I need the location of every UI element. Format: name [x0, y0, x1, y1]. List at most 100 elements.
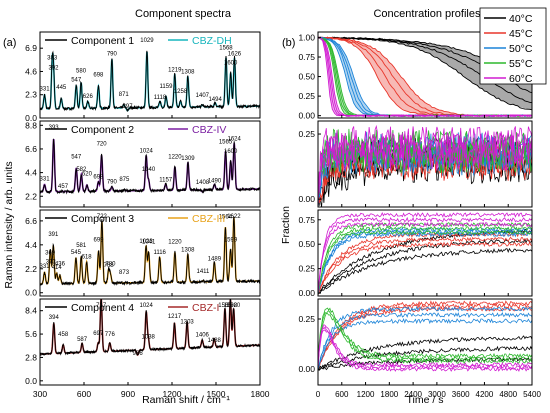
peak-label: 369: [45, 250, 56, 256]
peak-label: 1116: [153, 250, 166, 256]
peak-label: 871: [119, 92, 130, 98]
peak-label: 458: [58, 332, 69, 338]
profiles-axes-frame: [317, 298, 533, 386]
legend-label-component: Component 3: [71, 213, 134, 225]
legend-label-40: 40°C: [509, 13, 533, 25]
spectra-y-tick-label: 4.4: [25, 168, 37, 178]
legend-label-50: 50°C: [509, 43, 533, 55]
spectra-subplot-1: 0.0 2.3 4.6 6.9 331 383 392 445 547 580 626 698 790 8…: [25, 31, 261, 123]
peak-label: 1217: [168, 314, 182, 320]
profiles-y-tick-label: 0.25: [298, 314, 315, 324]
spectra-y-tick-label: 5.6: [25, 329, 37, 339]
spectra-y-tick-label: 0.0: [25, 376, 37, 386]
legend-box: [479, 7, 547, 85]
profile-line-60: [318, 216, 532, 292]
peak-label: 445: [56, 85, 67, 91]
profiles-x-tick-label: 2400: [404, 390, 422, 399]
peak-label: 391: [48, 232, 59, 238]
spectra-y-tick-label: 6.6: [25, 144, 37, 154]
profiles-x-tick-label: 600: [335, 390, 349, 399]
temperature-legend: 40°C 45°C 50°C 55°C 60°C: [479, 7, 547, 85]
peak-label: 581: [76, 243, 87, 249]
peak-label: 1023: [139, 239, 153, 245]
spectra-title: Component spectra: [135, 8, 232, 20]
peak-label: 1159: [160, 84, 174, 90]
peak-label: 780: [105, 261, 116, 267]
spectrum-component-4-line: [40, 299, 260, 357]
peak-label: 1622: [227, 214, 241, 220]
legend-label-reference: CBZ-III: [192, 213, 225, 225]
peak-label: 582: [76, 167, 87, 173]
peak-label: 393: [49, 125, 60, 131]
spectra-y-tick-label: 6.9: [25, 43, 37, 53]
peak-label: 618: [82, 254, 93, 260]
peak-label: 1488: [208, 338, 222, 344]
peak-label: 717: [96, 303, 107, 309]
peak-label: 1024: [140, 148, 154, 154]
profiles-y-tick-label: 0.00: [298, 364, 315, 374]
profiles-y-tick-label: 0.25: [298, 129, 315, 139]
spectra-x-tick-label: 1500: [207, 389, 226, 399]
profiles-x-tick-label: 0: [316, 390, 321, 399]
profile-line-60: [318, 212, 532, 292]
profile-line-45: [318, 241, 532, 292]
profiles-y-tick-label: 0.75: [298, 52, 315, 62]
peak-label: 331: [40, 264, 51, 270]
profile-line-50: [318, 317, 532, 371]
legend-label-reference: CBZ-IV: [192, 124, 226, 136]
spectra-x-tick-label: 1200: [163, 389, 182, 399]
profile-line-40: [318, 238, 532, 295]
peak-label: 1038: [142, 334, 156, 340]
spectra-axes-frame: [39, 298, 261, 386]
profiles-curves: [318, 300, 532, 373]
legend-label-component: Component 2: [71, 124, 134, 136]
peak-label: 1308: [181, 248, 195, 254]
spectra-plots: 0.02.34.66.93313833924455475806266987908…: [25, 31, 270, 399]
profiles-x-tick-label: 3600: [452, 390, 470, 399]
panel-label-a: (a): [3, 37, 16, 49]
profile-line-45: [318, 303, 532, 369]
peak-label: 790: [107, 180, 118, 186]
profiles-x-label: Time / s: [407, 394, 444, 406]
profile-line-50: [318, 305, 532, 369]
peak-label: 1308: [181, 70, 195, 76]
peak-label: 547: [71, 154, 82, 160]
profiles-title: Concentration profiles: [373, 8, 481, 20]
peak-label: 875: [119, 177, 130, 183]
profiles-y-tick-label: 0.50: [298, 72, 315, 82]
spectra-y-tick-label: 8.8: [25, 120, 37, 130]
peak-label: 1408: [196, 180, 210, 186]
spectra-y-label: Raman intensity / arb. units: [3, 161, 15, 288]
peak-label: 1490: [208, 179, 222, 185]
profiles-y-tick-label: 0.50: [298, 239, 315, 249]
profiles-x-tick-label: 4800: [499, 390, 517, 399]
legend-label-reference: CBZ-I: [192, 302, 219, 314]
legend-label-component: Component 4: [71, 302, 134, 314]
profile-band-50: [318, 37, 532, 116]
profiles-x-tick-label: 4200: [476, 390, 494, 399]
spectra-subplot-4: 0.0 2.8 5.6 8.4 300 600 900 1200 1500 1800 394 458 5…: [25, 298, 270, 399]
profile-line-40: [318, 345, 532, 370]
legend-label-55: 55°C: [509, 58, 533, 70]
peak-label: 1624: [228, 137, 242, 143]
spectra-x-tick-label: 300: [33, 389, 47, 399]
profiles-y-tick-label: 0.00: [298, 288, 315, 298]
spectra-axes-frame: [39, 120, 261, 208]
profiles-x-tick-label: 3000: [428, 390, 446, 399]
profiles-curves: [318, 124, 532, 207]
peak-label: 1219: [168, 68, 182, 74]
peak-label: 1568: [219, 45, 233, 51]
peak-label: 722: [97, 214, 108, 220]
peak-label: 373: [46, 260, 57, 266]
spectra-y-tick-label: 6.6: [25, 216, 37, 226]
peak-label: 776: [105, 332, 116, 338]
spectra-x-tick-label: 600: [77, 389, 91, 399]
spectra-x-label: Raman shift / cm⁻¹: [142, 394, 230, 406]
profiles-y-label: Fraction: [280, 206, 292, 244]
profile-line-60: [318, 324, 532, 368]
profile-line-40: [318, 247, 532, 294]
peak-label: 720: [97, 141, 108, 147]
